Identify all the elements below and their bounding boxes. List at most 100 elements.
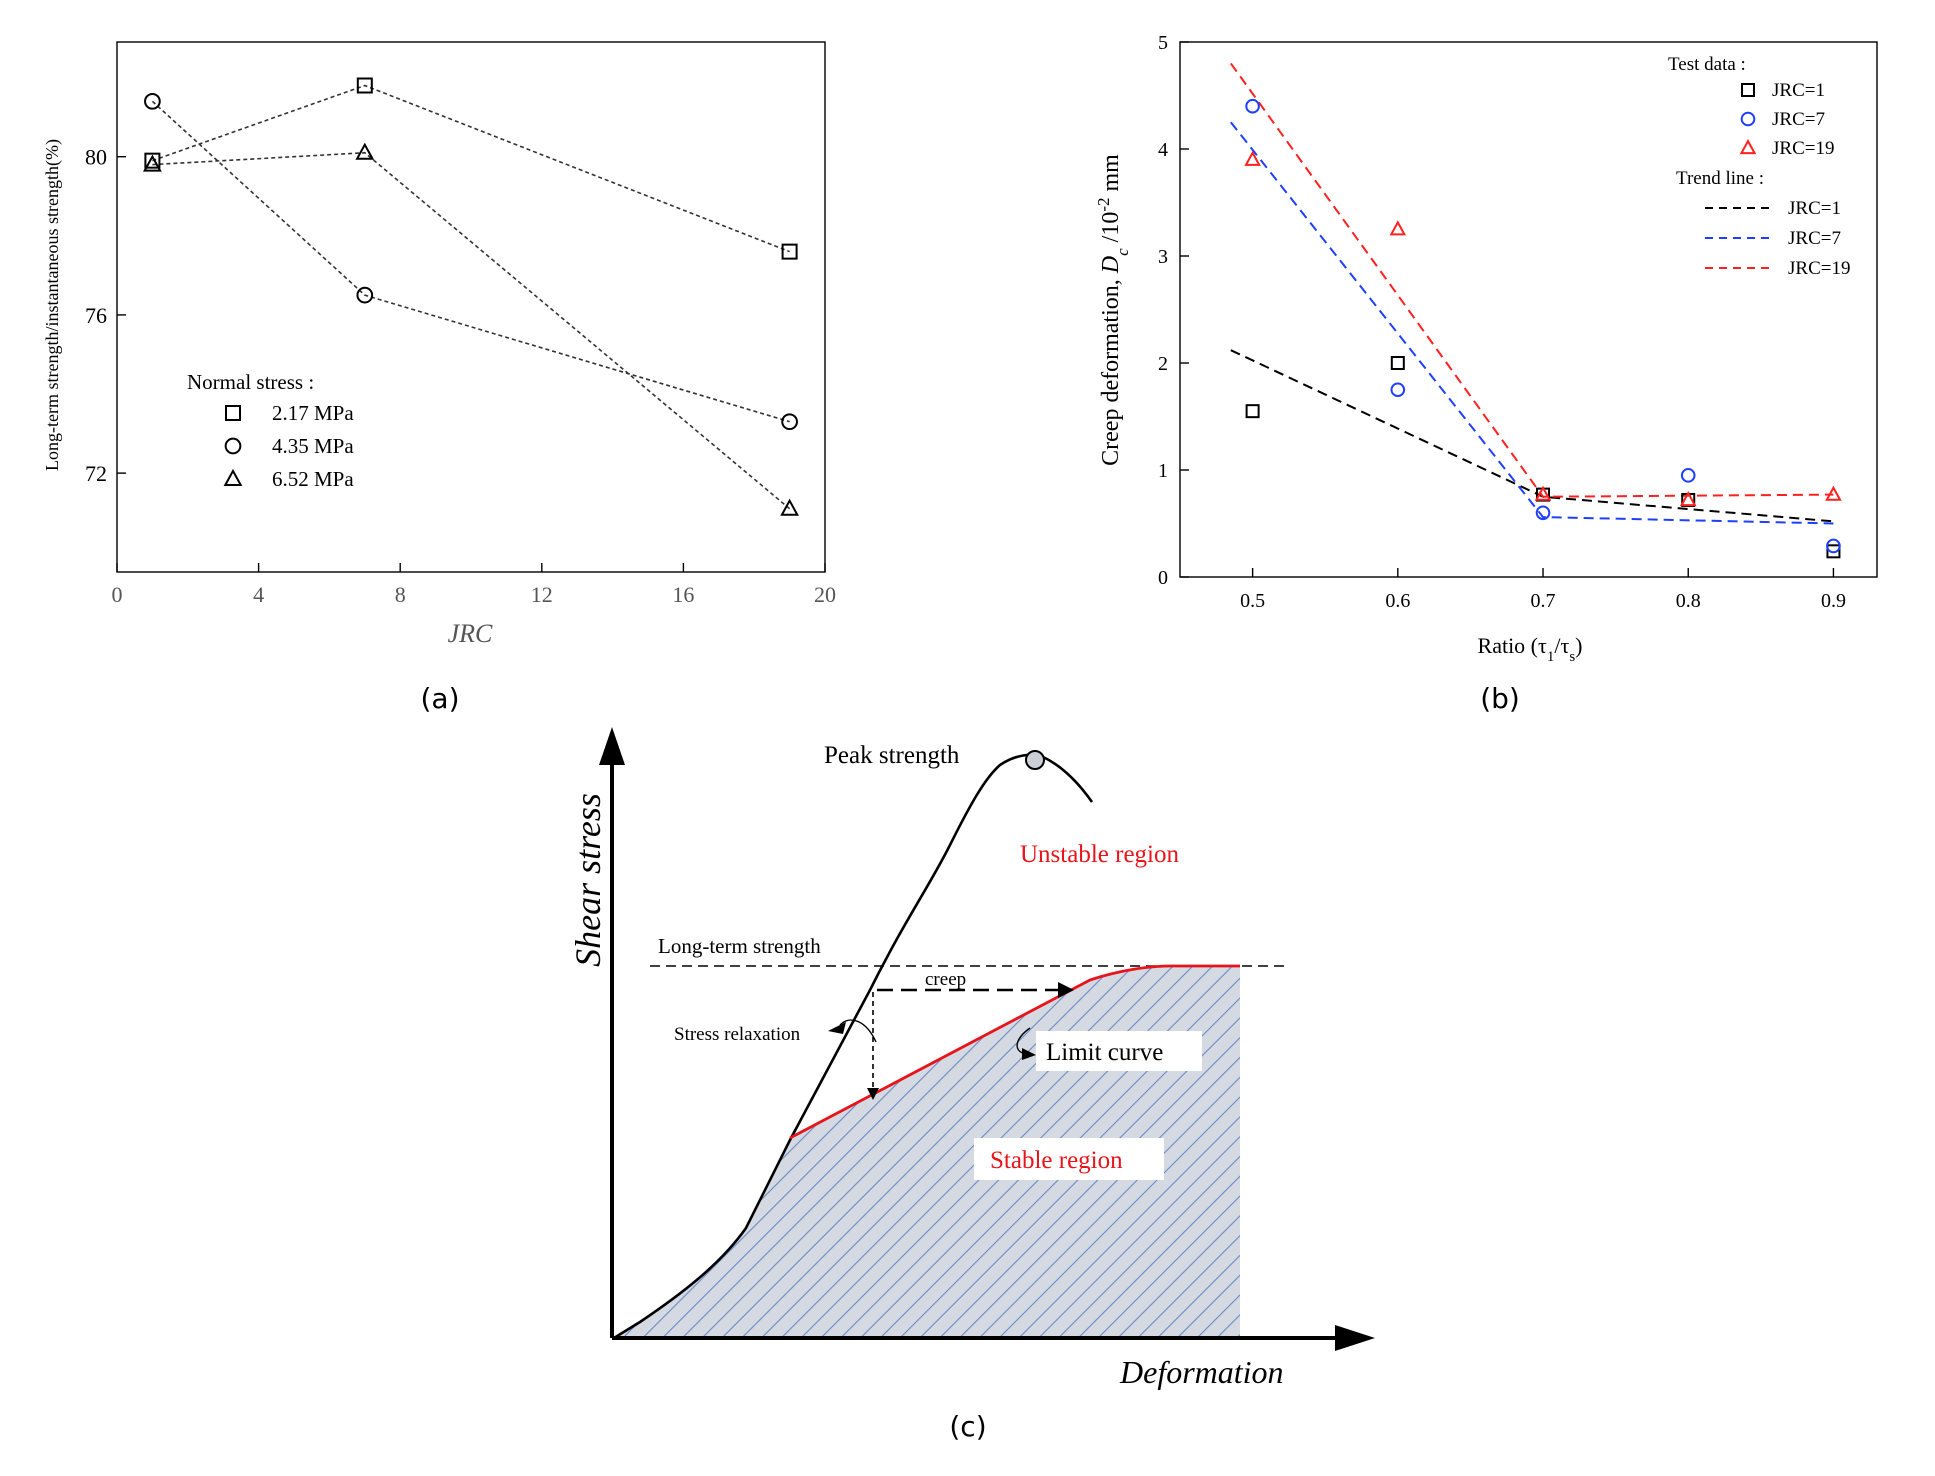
data-point xyxy=(780,498,799,516)
legend-label: 4.35 MPa xyxy=(272,434,354,458)
legend-marker xyxy=(1739,139,1757,155)
panel-a-x-axis-label: JRC xyxy=(448,619,493,648)
data-point xyxy=(1244,150,1261,166)
x-tick-label: 0.8 xyxy=(1676,590,1701,612)
data-point xyxy=(1680,468,1696,483)
y-axis-label-text: Creep deformation, Dc /10-2 mm xyxy=(1094,154,1132,466)
legend-label: JRC=19 xyxy=(1788,258,1850,279)
y-tick-label: 5 xyxy=(1158,32,1168,54)
limit-curve xyxy=(789,964,1240,1140)
data-point xyxy=(355,142,375,160)
x-axis-label-text: Ratio (τ1/τs) xyxy=(1478,633,1583,665)
legend-marker xyxy=(1741,83,1755,97)
trend-line xyxy=(1230,349,1834,523)
panel-b-caption: (b) xyxy=(1480,682,1520,715)
legend-label: JRC=1 xyxy=(1772,80,1825,101)
y-tick-label: 1 xyxy=(1158,460,1168,482)
x-tick-label: 0.6 xyxy=(1385,590,1410,612)
stable-region-label-box xyxy=(974,1138,1164,1180)
panel-b-x-axis-label: Ratio (τ1/τs) xyxy=(1478,633,1583,665)
panel-a-series-lines xyxy=(151,84,791,510)
x-tick-label: 16 xyxy=(672,582,694,607)
panel-c-caption: (c) xyxy=(949,1410,986,1443)
data-point xyxy=(1679,490,1697,507)
panel-b-plot-frame xyxy=(1179,41,1878,578)
y-tick-label: 80 xyxy=(85,145,107,170)
panel-b-legend: JRC=1 JRC=7 JRC=19 JRC=1 JRC=7 JRC=19 xyxy=(1705,80,1850,279)
x-tick-label: 0.9 xyxy=(1821,590,1846,612)
shear-stress-axis-label: Shear stress xyxy=(568,793,608,967)
data-point xyxy=(356,286,374,304)
data-point xyxy=(781,413,798,431)
panel-a-legend: 2.17 MPa 4.35 MPa 6.52 MPa xyxy=(223,401,354,491)
x-tick-label: 0.7 xyxy=(1531,590,1556,612)
x-tick-label: 0 xyxy=(112,582,123,607)
legend-marker xyxy=(1740,111,1756,127)
series-line xyxy=(151,100,790,423)
panel-c-diagram: Peak strength Unstable region Long-term … xyxy=(568,727,1375,1390)
deformation-axis-arrowhead xyxy=(1335,1325,1375,1351)
creep-arrowhead xyxy=(1058,982,1074,998)
data-point xyxy=(1826,544,1841,559)
panel-a-plot-frame xyxy=(116,41,826,573)
limit-curve-leader-arrowhead xyxy=(1022,1048,1036,1060)
stress-relaxation-arrowhead xyxy=(867,1088,879,1100)
y-tick-label: 2 xyxy=(1158,353,1168,375)
x-tick-label: 12 xyxy=(531,582,553,607)
deformation-axis-label: Deformation xyxy=(1119,1354,1284,1390)
data-point xyxy=(1535,505,1551,521)
stress-relaxation-leader-arrowhead xyxy=(828,1022,846,1034)
panel-b-trend-lines xyxy=(1230,62,1834,525)
stable-region-label: Stable region xyxy=(990,1147,1123,1174)
data-point xyxy=(1826,538,1841,554)
data-point xyxy=(781,243,798,260)
y-tick-label: 76 xyxy=(85,303,107,328)
long-term-strength-label: Long-term strength xyxy=(658,934,821,958)
legend-label: 2.17 MPa xyxy=(272,401,354,425)
panel-a-caption: (a) xyxy=(420,682,459,715)
shear-stress-axis-arrowhead xyxy=(599,727,625,765)
stress-relaxation-leader xyxy=(839,1019,877,1043)
creep-label: creep xyxy=(925,969,966,990)
trend-line xyxy=(1230,121,1834,525)
x-tick-label: 8 xyxy=(395,582,406,607)
legend-label: JRC=7 xyxy=(1788,228,1841,249)
data-point xyxy=(144,92,161,110)
panel-b-trend-line-title: Trend line : xyxy=(1676,168,1764,189)
panel-b-test-data-title: Test data : xyxy=(1668,54,1746,75)
panel-a-chart: 0 4 8 12 16 20 72 76 80 JRC Long-term strength/i… xyxy=(42,41,836,648)
x-tick-label: 4 xyxy=(253,582,264,607)
panel-b-chart: 0.5 0.6 0.7 0.8 0.9 0 1 2 3 4 5 Ratio (τ1/τs) Cree… xyxy=(1094,32,1878,665)
data-point xyxy=(143,154,162,172)
data-point xyxy=(356,77,373,94)
limit-curve-label: Limit curve xyxy=(1046,1039,1163,1066)
data-point xyxy=(1534,485,1552,501)
panel-b-y-axis-label: Creep deformation, Dc /10-2 mm xyxy=(1094,154,1132,466)
data-point xyxy=(144,152,161,169)
panel-b-ticks: 0.5 0.6 0.7 0.8 0.9 0 1 2 3 4 5 xyxy=(1158,32,1846,612)
data-point xyxy=(1390,356,1405,370)
legend-marker xyxy=(223,468,243,487)
y-tick-label: 0 xyxy=(1158,567,1168,589)
x-tick-label: 20 xyxy=(814,582,836,607)
panel-a-markers xyxy=(143,77,799,516)
panel-a-y-axis-label: Long-term strength/instantaneous strengt… xyxy=(42,139,63,471)
panel-a-legend-title: Normal stress : xyxy=(187,370,314,394)
data-point xyxy=(1389,220,1407,236)
y-tick-label: 3 xyxy=(1158,246,1168,268)
panel-a-ticks: 0 4 8 12 16 20 72 76 80 xyxy=(85,145,836,607)
unstable-region-label: Unstable region xyxy=(1020,841,1179,868)
x-tick-label: 0.5 xyxy=(1240,590,1265,612)
stress-relaxation-label: Stress relaxation xyxy=(674,1024,801,1045)
legend-marker xyxy=(225,405,241,421)
data-point xyxy=(1245,404,1260,419)
y-tick-label: 4 xyxy=(1158,139,1168,161)
limit-curve-label-box xyxy=(1036,1031,1202,1071)
legend-label: JRC=7 xyxy=(1772,109,1825,130)
peak-strength-marker xyxy=(1025,750,1045,770)
legend-label: JRC=19 xyxy=(1772,138,1834,159)
trend-line xyxy=(1230,62,1834,498)
data-point xyxy=(1825,485,1842,501)
series-line xyxy=(152,84,790,253)
